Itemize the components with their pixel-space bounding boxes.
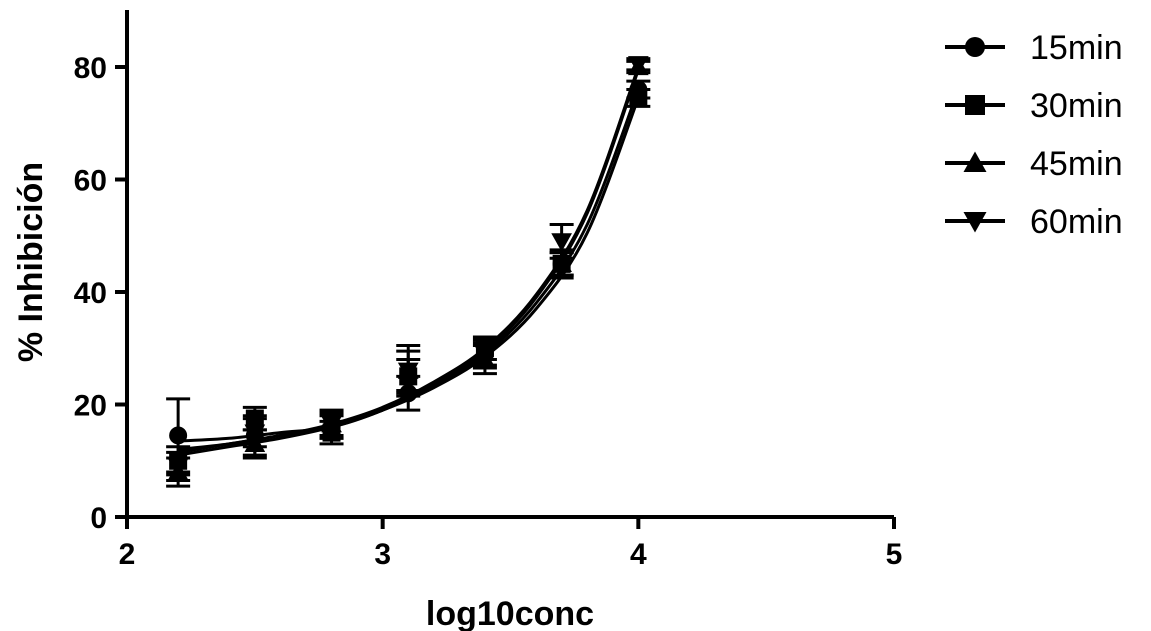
- y-tick-label: 20: [74, 390, 107, 423]
- fit-curve-60min: [177, 66, 640, 454]
- legend-item: 45min: [945, 145, 1123, 183]
- data-point-15min: [169, 426, 188, 445]
- tick-labels: 2 3 4 5 0 20 40 60 80: [74, 52, 903, 571]
- x-axis-title: log10conc: [426, 595, 594, 631]
- data-point-60min: [474, 345, 496, 365]
- axes: [115, 10, 896, 529]
- data-point-60min: [321, 416, 342, 435]
- data-point-60min: [627, 56, 649, 75]
- data-points: [167, 56, 649, 481]
- y-axis-title: % Inhibición: [12, 162, 50, 362]
- legend-marker-30min: [965, 95, 985, 115]
- x-tick-label: 2: [119, 538, 136, 571]
- data-point-45min: [551, 253, 572, 272]
- data-point-60min: [167, 458, 189, 477]
- legend-label: 45min: [1030, 145, 1123, 183]
- x-tick-label: 3: [374, 538, 391, 571]
- data-point-15min: [399, 384, 418, 403]
- legend-marker-45min: [963, 151, 987, 172]
- data-point-60min: [244, 424, 266, 443]
- legend-item: 30min: [945, 87, 1123, 125]
- data-point-30min: [629, 88, 648, 107]
- data-point-60min: [551, 233, 572, 252]
- legend: 15min 30min 45min 60min: [945, 29, 1123, 241]
- y-tick-label: 80: [74, 52, 107, 85]
- data-point-30min: [245, 409, 264, 428]
- legend-marker-60min: [963, 212, 987, 233]
- legend-label: 15min: [1030, 29, 1123, 67]
- x-tick-label: 4: [630, 538, 647, 571]
- legend-item: 60min: [945, 203, 1123, 241]
- legend-label: 30min: [1030, 87, 1123, 125]
- y-tick-label: 60: [74, 165, 107, 198]
- data-point-60min: [397, 362, 419, 382]
- x-tick-label: 5: [886, 538, 903, 571]
- legend-marker-15min: [965, 37, 985, 57]
- y-tick-label: 40: [74, 277, 107, 310]
- legend-item: 15min: [945, 29, 1123, 67]
- error-bars: [166, 57, 651, 488]
- y-tick-label: 0: [90, 502, 107, 535]
- legend-label: 60min: [1030, 203, 1123, 241]
